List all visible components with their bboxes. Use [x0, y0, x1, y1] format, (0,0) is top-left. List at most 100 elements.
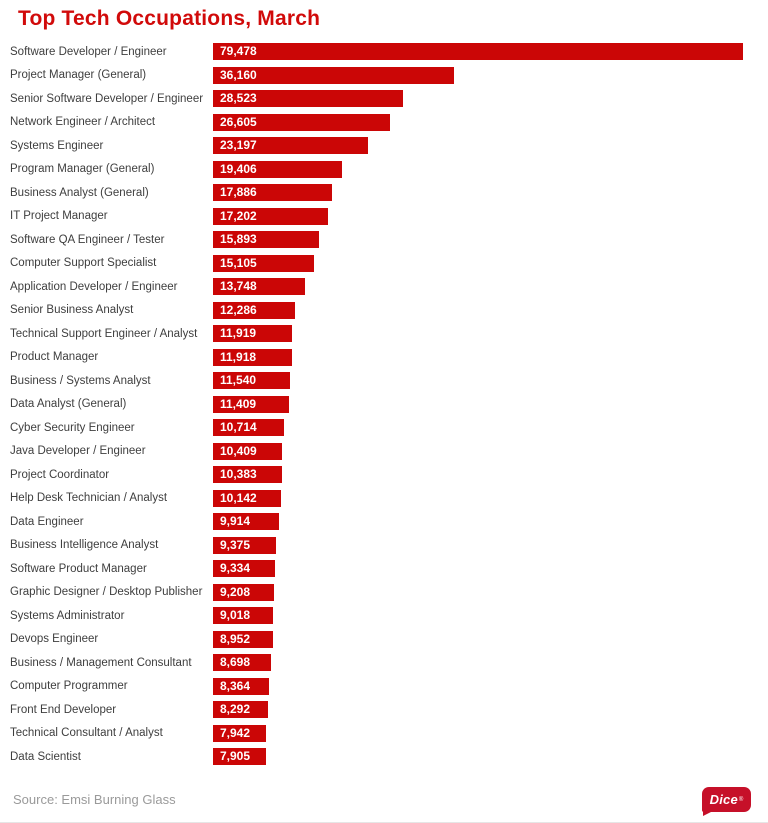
bar: 9,914 — [213, 513, 280, 530]
bar: 26,605 — [213, 113, 391, 131]
bar-track: 9,208 — [213, 583, 743, 601]
category-label: Application Developer / Engineer — [10, 280, 178, 293]
chart-row: Data Analyst (General) 11,409 — [0, 395, 768, 413]
chart-row: Application Developer / Engineer 13,748 — [0, 278, 768, 295]
bar-value-label: 11,919 — [220, 326, 257, 340]
bar: 12,286 — [213, 301, 295, 319]
bar-track: 11,918 — [213, 348, 743, 366]
bar: 9,018 — [213, 607, 274, 624]
chart-row: Project Coordinator 10,383 — [0, 466, 768, 483]
bar: 10,409 — [213, 442, 283, 460]
category-label: Program Manager (General) — [10, 163, 155, 175]
bar-value-label: 26,605 — [220, 114, 257, 129]
bar-value-label: 8,292 — [220, 702, 251, 716]
bar-track: 8,292 — [213, 701, 743, 718]
bar-track: 11,409 — [213, 395, 743, 413]
chart-title: Top Tech Occupations, March — [18, 7, 321, 30]
bar-value-label: 13,748 — [220, 279, 257, 293]
chart-row: Java Developer / Engineer 10,409 — [0, 442, 768, 460]
bar-value-label: 19,406 — [220, 161, 257, 176]
bar: 15,105 — [213, 254, 314, 272]
category-label: Software QA Engineer / Tester — [10, 233, 165, 246]
chart-row: Software Product Manager 9,334 — [0, 560, 768, 577]
bar: 10,714 — [213, 419, 285, 436]
chart-row: Data Engineer 9,914 — [0, 513, 768, 530]
bar: 13,748 — [213, 278, 305, 295]
bar-value-label: 11,918 — [220, 349, 257, 364]
bar: 9,375 — [213, 536, 276, 554]
bar-track: 79,478 — [213, 43, 743, 60]
bar-track: 9,375 — [213, 536, 743, 554]
chart-row: Help Desk Technician / Analyst 10,142 — [0, 489, 768, 507]
chart-row: IT Project Manager 17,202 — [0, 207, 768, 225]
bar-value-label: 7,905 — [220, 749, 251, 763]
category-label: Help Desk Technician / Analyst — [10, 492, 168, 504]
chart-row: Business Intelligence Analyst 9,375 — [0, 536, 768, 554]
bar: 9,208 — [213, 583, 275, 601]
chart-row: Business / Management Consultant 8,698 — [0, 654, 768, 671]
bar-track: 8,698 — [213, 654, 743, 671]
category-label: Senior Business Analyst — [10, 304, 134, 316]
category-label: Data Analyst (General) — [10, 398, 127, 410]
bar-value-label: 10,409 — [220, 443, 257, 458]
bar-value-label: 15,893 — [220, 232, 257, 246]
bar-value-label: 28,523 — [220, 91, 257, 105]
chart-row: Senior Business Analyst 12,286 — [0, 301, 768, 319]
bar-value-label: 9,208 — [220, 584, 251, 599]
chart-row: Software Developer / Engineer 79,478 — [0, 43, 768, 60]
bar-value-label: 10,142 — [220, 490, 257, 505]
category-label: Java Developer / Engineer — [10, 445, 146, 457]
bar-chart: Software Developer / Engineer 79,478 Proje… — [0, 43, 768, 772]
bar-track: 13,748 — [213, 278, 743, 295]
bar-value-label: 79,478 — [220, 44, 257, 58]
bar-track: 7,905 — [213, 748, 743, 765]
category-label: Project Coordinator — [10, 468, 110, 481]
bar-value-label: 11,409 — [220, 396, 257, 411]
chart-row: Senior Software Developer / Engineer 28,5… — [0, 90, 768, 107]
bar-track: 9,018 — [213, 607, 743, 624]
category-label: Data Engineer — [10, 515, 84, 528]
bar-track: 28,523 — [213, 90, 743, 107]
chart-row: Technical Support Engineer / Analyst 11,9… — [0, 325, 768, 342]
bar-value-label: 36,160 — [220, 67, 257, 82]
category-label: Product Manager — [10, 351, 99, 363]
bar: 17,886 — [213, 184, 333, 201]
chart-row: Business / Systems Analyst 11,540 — [0, 372, 768, 389]
bar-value-label: 9,914 — [220, 514, 251, 528]
bar: 11,918 — [213, 348, 293, 366]
category-label: Business Intelligence Analyst — [10, 539, 159, 551]
bar: 7,905 — [213, 748, 266, 765]
category-label: Software Developer / Engineer — [10, 45, 167, 58]
bar-value-label: 8,952 — [220, 631, 251, 646]
bar-track: 15,105 — [213, 254, 743, 272]
bar-track: 10,714 — [213, 419, 743, 436]
bar-track: 19,406 — [213, 160, 743, 178]
chart-row: Cyber Security Engineer 10,714 — [0, 419, 768, 436]
bar-value-label: 7,942 — [220, 725, 251, 740]
category-label: Systems Engineer — [10, 139, 104, 152]
category-label: Senior Software Developer / Engineer — [10, 92, 204, 105]
chart-row: Technical Consultant / Analyst 7,942 — [0, 724, 768, 742]
bar-track: 17,202 — [213, 207, 743, 225]
source-credit: Source: Emsi Burning Glass — [13, 792, 176, 807]
bar: 8,292 — [213, 701, 269, 718]
category-label: Business Analyst (General) — [10, 186, 149, 199]
chart-row: Data Scientist 7,905 — [0, 748, 768, 765]
bar-track: 10,409 — [213, 442, 743, 460]
chart-row: Devops Engineer 8,952 — [0, 630, 768, 648]
category-label: Data Scientist — [10, 750, 81, 763]
bar: 19,406 — [213, 160, 343, 178]
bar: 23,197 — [213, 137, 368, 154]
dice-logo[interactable]: Dice ® — [702, 787, 751, 816]
chart-row: Business Analyst (General) 17,886 — [0, 184, 768, 201]
bar: 10,142 — [213, 489, 281, 507]
bar: 17,202 — [213, 207, 328, 225]
bar: 28,523 — [213, 90, 404, 107]
category-label: IT Project Manager — [10, 210, 108, 222]
bar-value-label: 15,105 — [220, 255, 257, 270]
bar-track: 8,952 — [213, 630, 743, 648]
chart-row: Graphic Designer / Desktop Publisher 9,20… — [0, 583, 768, 601]
bar-track: 11,540 — [213, 372, 743, 389]
category-label: Computer Programmer — [10, 680, 128, 692]
